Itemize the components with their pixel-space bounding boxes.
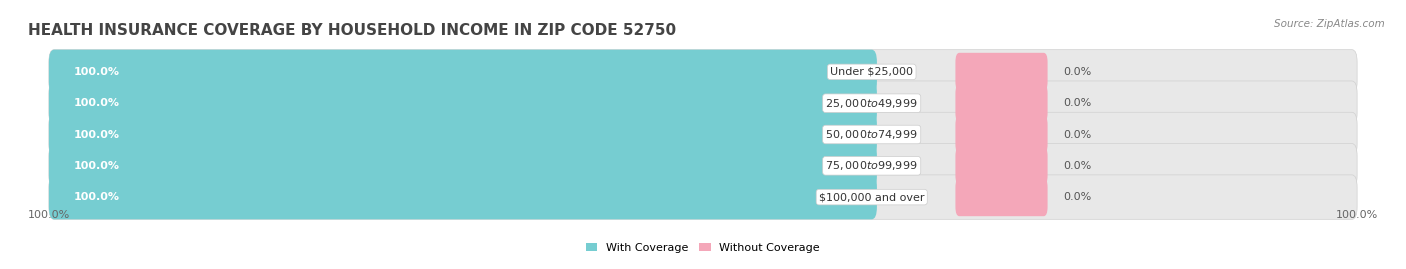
- FancyBboxPatch shape: [49, 144, 1357, 188]
- FancyBboxPatch shape: [49, 175, 1357, 219]
- Text: $25,000 to $49,999: $25,000 to $49,999: [825, 97, 918, 110]
- Text: 0.0%: 0.0%: [1063, 98, 1091, 108]
- Text: $100,000 and over: $100,000 and over: [818, 192, 925, 202]
- Legend: With Coverage, Without Coverage: With Coverage, Without Coverage: [586, 243, 820, 253]
- FancyBboxPatch shape: [49, 81, 1357, 125]
- Text: 100.0%: 100.0%: [73, 98, 120, 108]
- Text: 0.0%: 0.0%: [1063, 129, 1091, 140]
- Text: 100.0%: 100.0%: [73, 67, 120, 77]
- Text: 100.0%: 100.0%: [73, 161, 120, 171]
- FancyBboxPatch shape: [956, 84, 1047, 122]
- Text: 100.0%: 100.0%: [73, 192, 120, 202]
- Text: 0.0%: 0.0%: [1063, 161, 1091, 171]
- FancyBboxPatch shape: [49, 50, 877, 94]
- FancyBboxPatch shape: [956, 115, 1047, 154]
- Text: 100.0%: 100.0%: [28, 210, 70, 220]
- FancyBboxPatch shape: [49, 175, 877, 219]
- Text: Source: ZipAtlas.com: Source: ZipAtlas.com: [1274, 19, 1385, 29]
- Text: $75,000 to $99,999: $75,000 to $99,999: [825, 159, 918, 172]
- FancyBboxPatch shape: [49, 112, 877, 157]
- FancyBboxPatch shape: [956, 178, 1047, 216]
- FancyBboxPatch shape: [49, 81, 877, 125]
- Text: $50,000 to $74,999: $50,000 to $74,999: [825, 128, 918, 141]
- Text: 100.0%: 100.0%: [73, 129, 120, 140]
- FancyBboxPatch shape: [956, 53, 1047, 91]
- FancyBboxPatch shape: [956, 147, 1047, 185]
- Text: 100.0%: 100.0%: [1336, 210, 1378, 220]
- Text: 0.0%: 0.0%: [1063, 192, 1091, 202]
- Text: Under $25,000: Under $25,000: [830, 67, 914, 77]
- FancyBboxPatch shape: [49, 112, 1357, 157]
- Text: 0.0%: 0.0%: [1063, 67, 1091, 77]
- Text: HEALTH INSURANCE COVERAGE BY HOUSEHOLD INCOME IN ZIP CODE 52750: HEALTH INSURANCE COVERAGE BY HOUSEHOLD I…: [28, 23, 676, 38]
- FancyBboxPatch shape: [49, 50, 1357, 94]
- FancyBboxPatch shape: [49, 144, 877, 188]
